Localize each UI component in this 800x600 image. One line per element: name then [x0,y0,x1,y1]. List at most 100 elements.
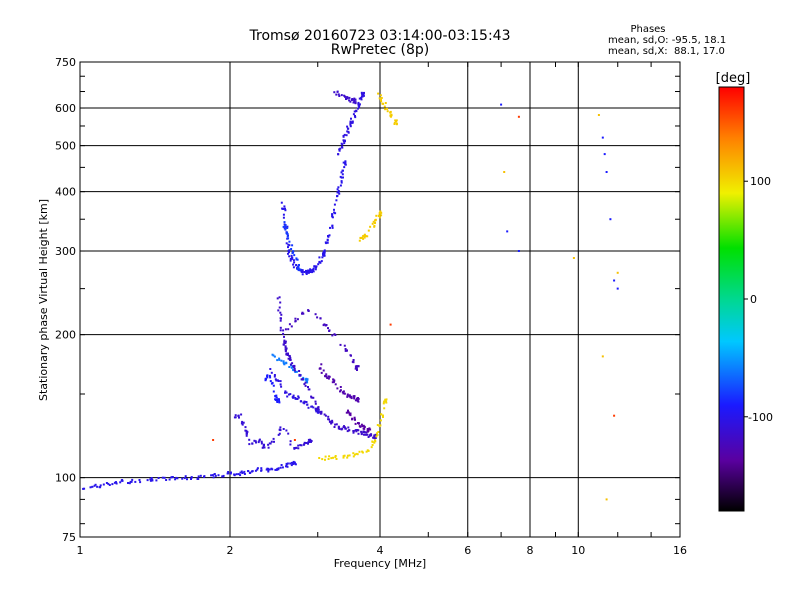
scatter-point [289,462,292,465]
scatter-point [342,390,345,393]
scatter-point [361,94,364,97]
scatter-point [354,418,356,421]
scatter-point [297,447,300,450]
scatter-point [293,369,296,372]
scatter-point [285,349,287,352]
scatter-point [320,260,323,263]
scatter-point [267,443,270,446]
scatter-point [115,482,118,485]
scatter-point [347,127,350,130]
scatter-point [294,397,297,400]
scatter-point [353,395,356,398]
scatter-point [367,229,370,232]
scatter-point [254,469,257,472]
scatter-point [366,235,369,238]
scatter-point [331,226,334,229]
scatter-point [348,394,351,397]
scatter-point [214,474,217,477]
chart-title: Tromsø 20160723 03:14:00-03:15:43 [249,28,511,44]
scatter-point [330,457,333,460]
scatter-point [378,212,381,215]
scatter-point [297,444,300,447]
scatter-point [314,407,317,410]
scatter-point [342,139,345,142]
scatter-point [280,201,283,204]
scatter-point [285,465,287,468]
scatter-point [352,101,355,104]
scatter-point [389,110,392,113]
scatter-point [251,442,254,445]
scatter-point [395,123,398,126]
scatter-point [168,478,171,481]
scatter-point [287,243,290,246]
scatter-point [341,173,344,176]
scatter-point [105,482,108,484]
scatter-point [245,434,248,437]
scatter-point [283,335,285,338]
scatter-point [354,101,357,104]
scatter-point [334,334,337,336]
scatter-point [279,383,282,386]
scatter-point [371,222,374,225]
scatter-point [157,477,160,479]
y-tick-label: 750 [55,56,76,69]
scatter-point [258,438,261,441]
scatter-point [292,462,295,465]
scatter-point [373,225,376,228]
scatter-point [241,472,244,474]
scatter-point [386,107,389,110]
scatter-point [375,435,378,438]
scatter-point [313,265,316,268]
colorbar [718,86,745,512]
scatter-point [190,478,192,480]
scatter-point [285,462,288,465]
scatter-point [284,342,287,345]
scatter-point [277,398,280,401]
scatter-point [352,113,355,116]
scatter-point [342,161,345,164]
scatter-point [343,142,346,145]
scatter-point [203,475,205,478]
scatter-point [338,426,341,429]
scatter-point [390,115,392,118]
scatter-point [307,271,310,274]
scatter-point [365,431,368,434]
scatter-point [324,458,326,461]
scatter-point [346,393,349,396]
scatter-point [360,430,363,433]
scatter-point [340,181,343,184]
x-tick-label: 10 [571,544,585,557]
scatter-point [371,444,374,446]
scatter-point [278,357,281,360]
scatter-point [291,256,294,259]
scatter-point [352,455,355,458]
scatter-point [326,238,329,241]
scatter-point [269,376,272,379]
scatter-point [296,258,299,261]
scatter-point [272,437,275,440]
scatter-point [333,379,336,382]
scatter-point [290,325,293,328]
scatter-point [331,334,334,337]
scatter-point [277,309,280,312]
scatter-point [307,406,310,409]
scatter-point [273,355,276,358]
scatter-point [246,432,248,435]
scatter-point [320,371,323,374]
scatter-point [253,439,256,442]
scatter-point [121,479,124,482]
scatter-point [361,92,364,95]
scatter-point [325,242,328,245]
scatter-point [323,413,326,416]
grid-lines [80,62,680,537]
scatter-point [284,345,287,348]
scatter-point [303,402,306,405]
scatter-point [235,473,238,476]
scatter-point [296,398,299,400]
scatter-point [603,153,606,156]
scatter-point [284,390,287,393]
scatter-point [289,259,292,262]
scatter-point [383,105,386,108]
scatter-point [286,465,289,468]
scatter-point [286,395,289,398]
